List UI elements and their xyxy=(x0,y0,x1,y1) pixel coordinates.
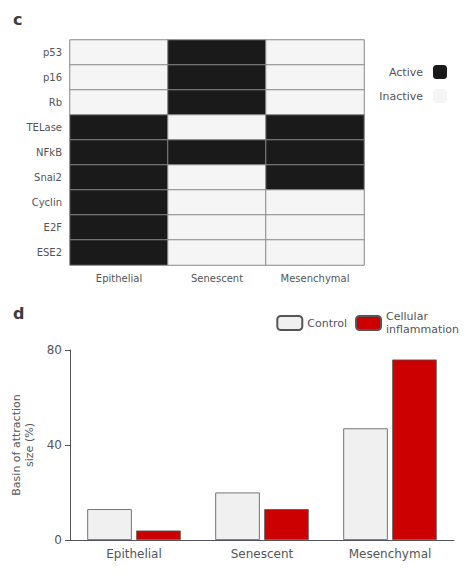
svg-text:inflammation: inflammation xyxy=(386,323,459,336)
svg-text:Mesenchymal: Mesenchymal xyxy=(281,273,350,284)
svg-text:Epithelial: Epithelial xyxy=(106,547,162,561)
svg-text:Active: Active xyxy=(389,66,423,79)
svg-text:Cellular: Cellular xyxy=(386,310,428,323)
svg-text:Epithelial: Epithelial xyxy=(96,273,142,284)
svg-text:Cyclin: Cyclin xyxy=(32,197,62,208)
svg-text:Mesenchymal: Mesenchymal xyxy=(349,547,432,561)
svg-text:80: 80 xyxy=(47,343,62,357)
svg-text:c: c xyxy=(13,10,22,29)
svg-text:p16: p16 xyxy=(43,72,62,83)
svg-text:size (%): size (%) xyxy=(23,423,36,467)
svg-text:Inactive: Inactive xyxy=(379,90,423,103)
svg-text:Basin of attraction: Basin of attraction xyxy=(10,394,23,495)
svg-text:Control: Control xyxy=(307,317,347,330)
svg-text:p53: p53 xyxy=(43,47,62,58)
svg-text:ESE2: ESE2 xyxy=(37,247,62,258)
svg-text:Rb: Rb xyxy=(49,97,62,108)
svg-text:Senescent: Senescent xyxy=(231,547,294,561)
svg-text:Snai2: Snai2 xyxy=(34,172,62,183)
svg-text:NFkB: NFkB xyxy=(36,147,62,158)
svg-text:40: 40 xyxy=(47,438,62,452)
svg-text:0: 0 xyxy=(54,533,62,547)
svg-text:d: d xyxy=(13,304,24,323)
svg-text:E2F: E2F xyxy=(44,222,63,233)
svg-text:TELase: TELase xyxy=(26,122,63,133)
svg-text:Senescent: Senescent xyxy=(191,273,243,284)
